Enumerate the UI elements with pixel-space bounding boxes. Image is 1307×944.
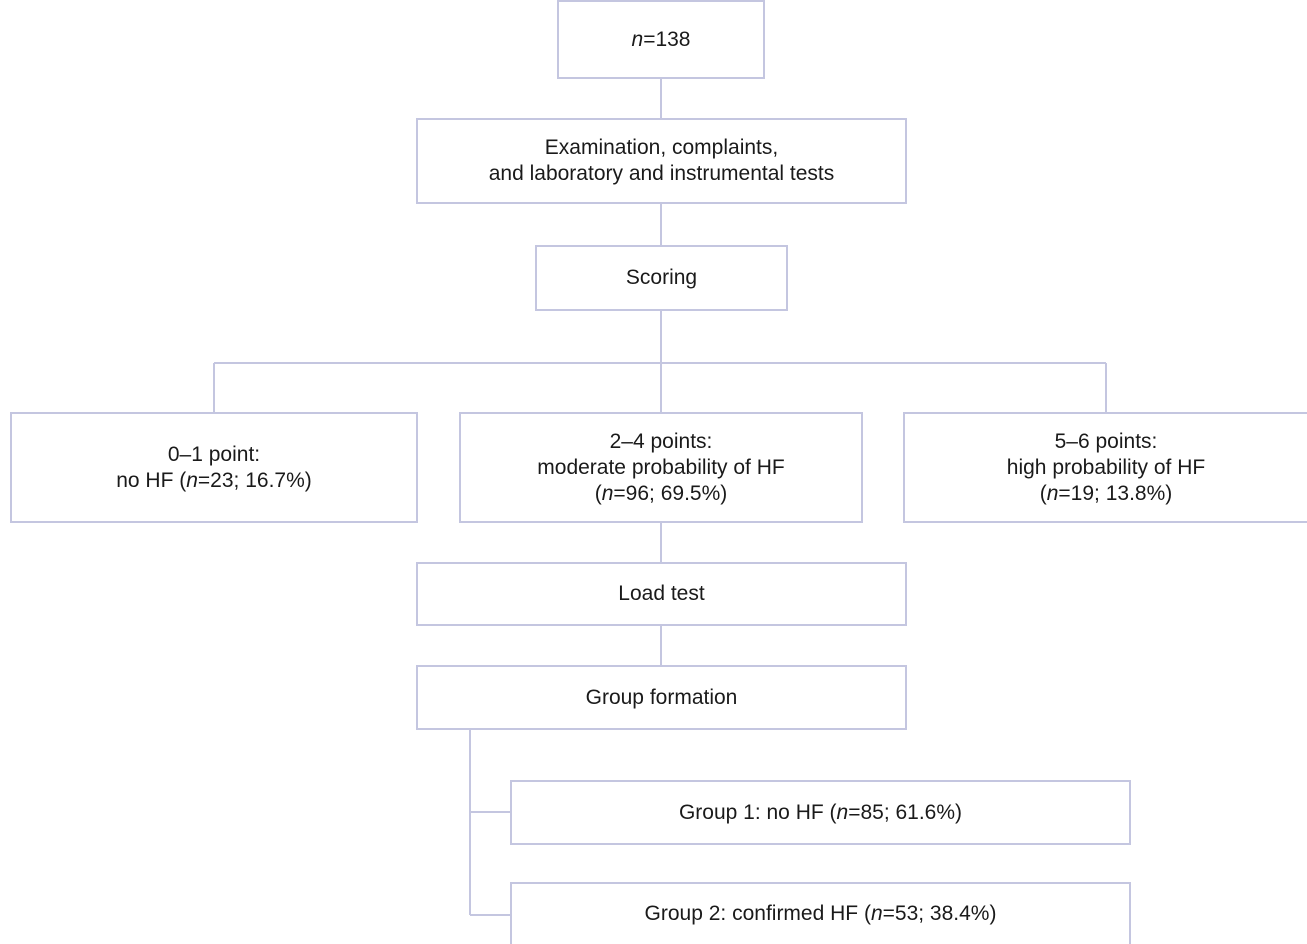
moderate-line3: (n=96; 69.5%) — [595, 481, 728, 507]
group2-suffix: =53; 38.4%) — [882, 902, 997, 925]
group2-box: Group 2: confirmed HF (n=53; 38.4%) — [510, 882, 1131, 944]
scoring-box: Scoring — [535, 245, 788, 311]
no-hf-box: 0–1 point: no HF (n=23; 16.7%) — [10, 412, 418, 523]
moderate-suffix: =96; 69.5%) — [613, 481, 728, 505]
group1-suffix: =85; 61.6%) — [848, 800, 963, 824]
moderate-box: 2–4 points: moderate probability of HF (… — [459, 412, 863, 523]
n-italic: n — [631, 27, 644, 51]
scoring-label: Scoring — [625, 266, 698, 289]
examination-line2: and laboratory and instrumental tests — [488, 162, 835, 185]
total-value: =138 — [643, 27, 691, 51]
total-label: n=138 — [632, 27, 691, 53]
examination-box: Examination, complaints, and laboratory … — [416, 118, 907, 204]
load-test-box: Load test — [416, 562, 907, 626]
n-italic: n — [836, 800, 849, 824]
moderate-line2: moderate probability of HF — [537, 455, 785, 479]
high-box: 5–6 points: high probability of HF (n=19… — [903, 412, 1307, 523]
n-italic: n — [1046, 481, 1059, 505]
group-formation-box: Group formation — [416, 665, 907, 730]
high-prefix: ( — [1039, 481, 1047, 505]
no-hf-suffix: =23; 16.7%) — [197, 468, 312, 492]
moderate-prefix: ( — [594, 481, 602, 505]
moderate-line1: 2–4 points: — [609, 429, 713, 453]
total-box: n=138 — [557, 0, 765, 79]
high-line1: 5–6 points: — [1054, 429, 1158, 453]
n-italic: n — [601, 481, 614, 505]
group-formation-label: Group formation — [585, 685, 738, 709]
group2-prefix: Group 2: confirmed HF ( — [644, 902, 871, 925]
group1-prefix: Group 1: no HF ( — [678, 800, 837, 824]
examination-line1: Examination, complaints, — [544, 136, 779, 159]
high-suffix: =19; 13.8%) — [1058, 481, 1173, 505]
no-hf-prefix: no HF ( — [116, 468, 187, 492]
group1-box: Group 1: no HF (n=85; 61.6%) — [510, 780, 1131, 845]
load-test-label: Load test — [618, 582, 705, 605]
n-italic: n — [870, 902, 883, 925]
n-italic: n — [186, 468, 198, 492]
high-line2: high probability of HF — [1006, 455, 1206, 479]
no-hf-line1: 0–1 point: — [167, 442, 261, 466]
group2-label: Group 2: confirmed HF (n=53; 38.4%) — [645, 901, 997, 927]
no-hf-line2: no HF (n=23; 16.7%) — [116, 468, 312, 494]
group1-label: Group 1: no HF (n=85; 61.6%) — [679, 800, 962, 826]
high-line3: (n=19; 13.8%) — [1040, 481, 1173, 507]
